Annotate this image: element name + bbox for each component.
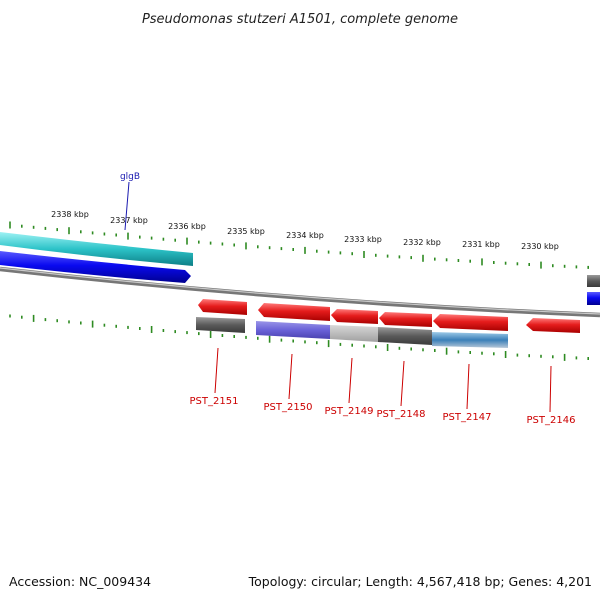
gene-PST_2151[interactable]: [198, 299, 247, 315]
gene-PST_2147[interactable]: [433, 314, 508, 331]
scale-label: 2338 kbp: [51, 210, 89, 219]
scale-label: 2331 kbp: [462, 240, 500, 249]
gene-label-PST_2151: PST_2151: [190, 396, 239, 407]
feature-bars: [196, 317, 508, 348]
gene-blue-right-edge[interactable]: [587, 292, 600, 305]
genome-summary-text: Topology: circular; Length: 4,567,418 bp…: [248, 574, 592, 589]
feature-bar-steel[interactable]: [432, 332, 508, 348]
gene-label-glgB: glgB: [120, 172, 140, 182]
gene-gray-right-edge[interactable]: [587, 275, 600, 287]
gene-PST_2146[interactable]: [526, 318, 580, 333]
gene-PST_2148[interactable]: [379, 312, 432, 327]
feature-bar-gray[interactable]: [196, 317, 245, 333]
gene-leader-lines: [214, 347, 552, 413]
feature-bar-purple[interactable]: [256, 321, 330, 339]
upper-tick-ring: [9, 221, 590, 269]
genome-backbone: [0, 266, 600, 318]
gene-label-PST_2150: PST_2150: [264, 402, 313, 413]
feature-bar-lightgray[interactable]: [330, 325, 378, 342]
scale-label: 2335 kbp: [227, 227, 265, 236]
scale-label: 2336 kbp: [168, 222, 206, 231]
lower-tick-ring: [9, 314, 590, 361]
glgB-leader-line: [124, 181, 130, 231]
scale-label: 2330 kbp: [521, 242, 559, 251]
scale-label: 2333 kbp: [344, 235, 382, 244]
genome-title: Pseudomonas stutzeri A1501, complete gen…: [142, 12, 458, 27]
scale-label: 2332 kbp: [403, 238, 441, 247]
gene-label-PST_2148: PST_2148: [377, 409, 426, 420]
scale-label: 2334 kbp: [286, 231, 324, 240]
gene-blue-forward[interactable]: [0, 251, 191, 283]
gene-label-PST_2147: PST_2147: [443, 412, 492, 423]
gene-cyan-glgB[interactable]: [0, 232, 193, 266]
gene-PST_2149[interactable]: [331, 309, 378, 324]
scale-label: 2337 kbp: [110, 216, 148, 225]
gene-PST_2150[interactable]: [258, 303, 330, 321]
feature-bar-dark[interactable]: [378, 327, 432, 345]
accession-text: Accession: NC_009434: [9, 574, 151, 589]
reverse-genes: [198, 299, 580, 333]
gene-label-PST_2149: PST_2149: [325, 406, 374, 417]
scale-labels: 2338 kbp 2337 kbp 2336 kbp 2335 kbp 2334…: [51, 210, 559, 251]
gene-label-PST_2146: PST_2146: [527, 415, 576, 426]
